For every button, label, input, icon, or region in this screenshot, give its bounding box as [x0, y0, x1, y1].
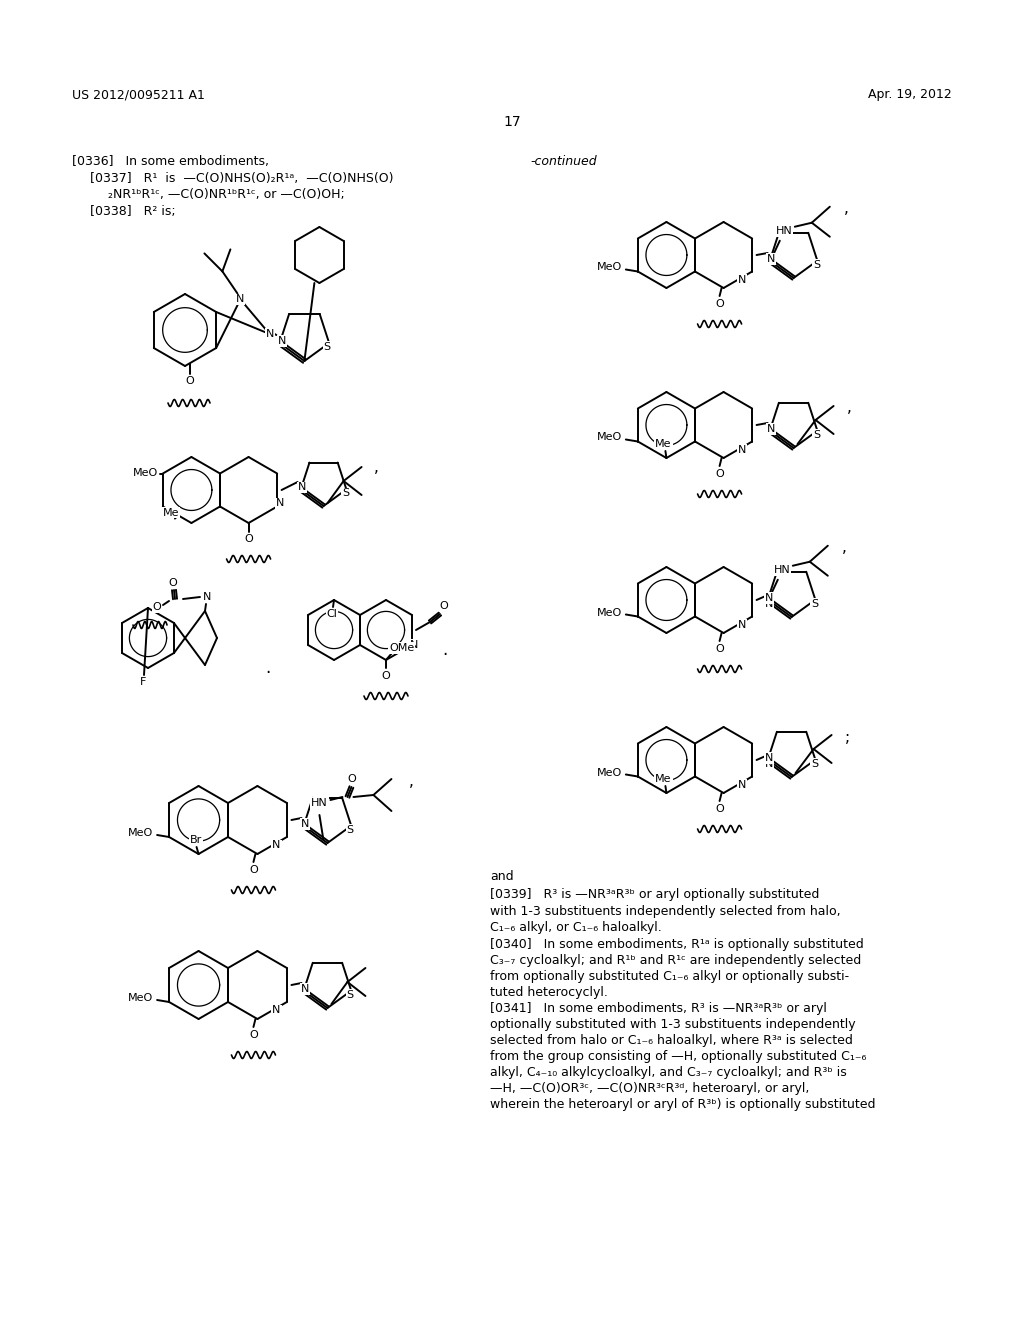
Text: MeO: MeO	[128, 828, 154, 838]
Text: MeO: MeO	[597, 767, 622, 777]
Text: N: N	[764, 759, 773, 770]
Text: tuted heterocyclyl.: tuted heterocyclyl.	[490, 986, 608, 999]
Text: Me: Me	[655, 440, 672, 449]
Text: O: O	[249, 1030, 258, 1040]
Text: OMe: OMe	[389, 643, 415, 653]
Text: N: N	[272, 1006, 281, 1015]
Text: N: N	[767, 253, 775, 264]
Text: S: S	[347, 990, 353, 999]
Text: ,: ,	[374, 459, 379, 474]
Text: N: N	[300, 983, 309, 994]
Text: N: N	[237, 294, 245, 305]
Text: N: N	[767, 424, 775, 434]
Text: MeO: MeO	[597, 433, 622, 442]
Text: S: S	[813, 430, 820, 440]
Text: N: N	[278, 337, 286, 346]
Text: N: N	[276, 499, 285, 508]
Text: .: .	[442, 642, 447, 659]
Text: -continued: -continued	[530, 154, 597, 168]
Text: from the group consisting of —H, optionally substituted C₁₋₆: from the group consisting of —H, optiona…	[490, 1049, 866, 1063]
Text: Me: Me	[655, 774, 672, 784]
Text: O: O	[715, 469, 724, 479]
Text: O: O	[169, 578, 177, 587]
Text: MeO: MeO	[132, 469, 158, 479]
Text: O: O	[715, 644, 724, 653]
Text: O: O	[244, 535, 253, 544]
Text: HN: HN	[773, 565, 791, 574]
Text: N: N	[738, 445, 746, 454]
Text: [0336]   In some embodiments,: [0336] In some embodiments,	[72, 154, 269, 168]
Text: N: N	[764, 599, 773, 609]
Text: N: N	[738, 275, 746, 285]
Text: Me: Me	[163, 508, 179, 517]
Text: US 2012/0095211 A1: US 2012/0095211 A1	[72, 88, 205, 102]
Text: N: N	[203, 591, 211, 602]
Text: O: O	[185, 376, 195, 385]
Text: ,: ,	[842, 540, 846, 556]
Text: selected from halo or C₁₋₆ haloalkyl, where R³ᵃ is selected: selected from halo or C₁₋₆ haloalkyl, wh…	[490, 1034, 853, 1047]
Text: Cl: Cl	[327, 609, 338, 619]
Text: Br: Br	[189, 836, 202, 845]
Text: MeO: MeO	[597, 263, 622, 272]
Text: O: O	[439, 601, 449, 611]
Text: S: S	[811, 599, 818, 609]
Text: O: O	[249, 865, 258, 875]
Text: S: S	[811, 759, 818, 768]
Text: O: O	[347, 774, 355, 784]
Text: —H, —C(O)OR³ᶜ, —C(O)NR³ᶜR³ᵈ, heteroaryl, or aryl,: —H, —C(O)OR³ᶜ, —C(O)NR³ᶜR³ᵈ, heteroaryl,…	[490, 1082, 809, 1096]
Text: ,: ,	[847, 400, 852, 416]
Text: and: and	[490, 870, 514, 883]
Text: ,: ,	[409, 774, 414, 788]
Text: wherein the heteroaryl or aryl of R³ᵇ) is optionally substituted: wherein the heteroaryl or aryl of R³ᵇ) i…	[490, 1098, 876, 1111]
Text: ,: ,	[844, 201, 848, 216]
Text: F: F	[140, 677, 146, 686]
Text: MeO: MeO	[597, 607, 622, 618]
Text: HN: HN	[775, 226, 793, 236]
Text: S: S	[813, 260, 820, 269]
Text: O: O	[715, 804, 724, 814]
Text: 17: 17	[503, 115, 521, 129]
Text: S: S	[347, 825, 353, 834]
Text: [0339]   R³ is —NR³ᵃR³ᵇ or aryl optionally substituted: [0339] R³ is —NR³ᵃR³ᵇ or aryl optionally…	[490, 888, 819, 902]
Text: N: N	[300, 818, 309, 829]
Text: S: S	[342, 488, 349, 499]
Text: N: N	[265, 329, 273, 339]
Text: [0341]   In some embodiments, R³ is —NR³ᵃR³ᵇ or aryl: [0341] In some embodiments, R³ is —NR³ᵃR…	[490, 1002, 826, 1015]
Text: [0340]   In some embodiments, R¹ᵃ is optionally substituted: [0340] In some embodiments, R¹ᵃ is optio…	[490, 939, 864, 950]
Text: N: N	[298, 482, 306, 492]
Text: N: N	[765, 752, 773, 763]
Text: MeO: MeO	[128, 993, 154, 1003]
Text: N: N	[738, 780, 746, 789]
Text: from optionally substituted C₁₋₆ alkyl or optionally substi-: from optionally substituted C₁₋₆ alkyl o…	[490, 970, 849, 983]
Text: C₃₋₇ cycloalkyl; and R¹ᵇ and R¹ᶜ are independently selected: C₃₋₇ cycloalkyl; and R¹ᵇ and R¹ᶜ are ind…	[490, 954, 861, 968]
Text: HN: HN	[311, 799, 328, 808]
Text: S: S	[324, 342, 331, 352]
Text: O: O	[715, 300, 724, 309]
Text: .: .	[265, 659, 270, 677]
Text: C₁₋₆ alkyl, or C₁₋₆ haloalkyl.: C₁₋₆ alkyl, or C₁₋₆ haloalkyl.	[490, 921, 662, 935]
Text: alkyl, C₄₋₁₀ alkylcycloalkyl, and C₃₋₇ cycloalkyl; and R³ᵇ is: alkyl, C₄₋₁₀ alkylcycloalkyl, and C₃₋₇ c…	[490, 1067, 847, 1078]
Text: O: O	[382, 671, 390, 681]
Text: ₂NR¹ᵇR¹ᶜ, —C(O)NR¹ᵇR¹ᶜ, or —C(O)OH;: ₂NR¹ᵇR¹ᶜ, —C(O)NR¹ᵇR¹ᶜ, or —C(O)OH;	[108, 187, 345, 201]
Text: O: O	[153, 602, 162, 612]
Text: with 1-3 substituents independently selected from halo,: with 1-3 substituents independently sele…	[490, 906, 841, 917]
Text: [0337]   R¹  is  —C(O)NHS(O)₂R¹ᵃ,  —C(O)NHS(O): [0337] R¹ is —C(O)NHS(O)₂R¹ᵃ, —C(O)NHS(O…	[90, 172, 393, 185]
Text: N: N	[738, 619, 746, 630]
Text: N: N	[410, 640, 418, 649]
Text: [0338]   R² is;: [0338] R² is;	[90, 205, 176, 218]
Text: ;: ;	[845, 730, 850, 744]
Text: N: N	[272, 841, 281, 850]
Text: Apr. 19, 2012: Apr. 19, 2012	[868, 88, 952, 102]
Text: N: N	[765, 593, 773, 603]
Text: optionally substituted with 1-3 substituents independently: optionally substituted with 1-3 substitu…	[490, 1018, 856, 1031]
